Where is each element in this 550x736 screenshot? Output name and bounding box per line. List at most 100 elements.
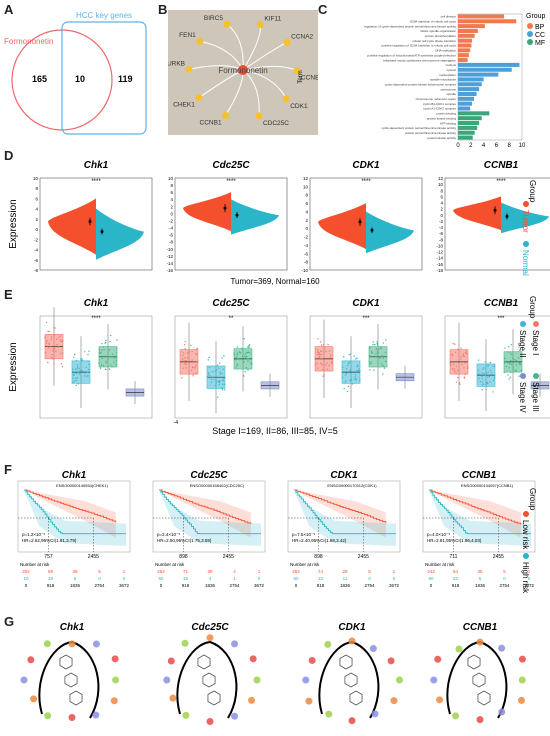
box-jitter-point [385,339,387,341]
box-jitter-point [221,372,223,375]
km-risk-high: 5 [479,576,482,581]
docking-residue [68,714,76,722]
box-jitter-point [184,348,186,350]
box-jitter-point [98,352,100,354]
box-jitter-point [509,352,511,354]
km-risk-low: 74 [318,569,324,574]
docking-pocket-outline [318,640,380,719]
violin-y-tick: 10 [168,176,174,181]
go-term-label: positive regulation of mitochondrial ATP… [367,53,456,57]
box-gene-title: Chk1 [84,298,109,309]
docking-residue [249,655,257,663]
docking-residue [476,716,484,724]
box-jitter-point [348,362,350,365]
box-jitter-point [234,359,237,361]
box-jitter-point [75,372,78,375]
go-legend-title: Group [526,13,546,20]
box-jitter-point [196,347,199,350]
violin-y-tick: -2 [34,237,38,242]
box-jitter-point [344,380,347,382]
network-gene-label: BIRC5 [204,15,224,22]
violin-tumor-half [318,203,366,250]
box-jitter-point [216,396,219,398]
box-jitter-point [383,367,386,369]
box-jitter-point [384,351,387,354]
network-gene-label: CHEK1 [173,102,195,109]
violin-y-tick: 8 [440,188,443,193]
box-jitter-point [57,336,60,339]
box-jitter-point [346,364,349,367]
docking-ligand-ring [349,690,363,706]
box-jitter-point [509,360,512,362]
box-jitter-point [487,364,489,366]
box-jitter-point [80,358,82,360]
box-jitter-point [206,376,209,378]
go-term-label: cyclin B1-CDK1 complex [423,102,457,106]
box-jitter-point [181,349,183,351]
box-jitter-point [321,364,324,366]
km-high-risk-curve [294,489,396,535]
go-legend-label: BP [535,24,545,31]
violin-y-tick: -8 [169,240,173,245]
box-jitter-point [210,381,213,384]
violin-legend-label: Normal [521,250,530,276]
km-x-tick: 2754 [364,583,375,588]
box-jitter-point [510,363,512,366]
box-jitter-point [455,381,458,383]
docking-residue [308,656,316,664]
box-jitter-point [243,375,245,377]
box-jitter-point [233,356,236,359]
go-term-label: regulation of cyclin-dependent protein s… [364,24,456,28]
km-risk-low: 71 [183,569,189,574]
box-jitter-point [181,360,184,362]
violin-y-tick: 6 [305,201,308,206]
box-jitter-point [461,364,463,366]
box-jitter-point [348,353,350,356]
network-gene-node [223,20,231,28]
box-jitter-point [108,368,111,370]
box-jitter-point [87,375,89,377]
network-gene-label: CCNA2 [291,33,313,40]
box-jitter-point [328,364,331,367]
box-frame [174,315,288,419]
box-jitter-point [72,374,75,376]
box-jitter-point [88,363,90,366]
box-frame [309,315,423,419]
km-x-tick: 0 [25,583,28,588]
box-gene-title: CDK1 [352,298,380,309]
box-jitter-point [245,366,248,369]
panel-label-g: G [4,614,15,629]
box-jitter-point [73,380,76,382]
go-term-label: chromosome, telomeric region [416,97,457,101]
violin-y-tick: 6 [35,196,38,201]
go-x-tick: 6 [495,143,499,148]
km-ensg: ENSG00000158402(CDC25C) [190,483,245,488]
violin-y-tick: 12 [438,176,444,181]
box-jitter-point [488,375,491,378]
docking-ligand-ring [59,654,73,670]
box-jitter-point [508,363,511,365]
box-jitter-point [455,373,457,375]
violin-frame [39,177,153,271]
violin-significance: **** [226,179,236,185]
box-jitter-point [457,348,459,351]
go-bar [458,38,473,43]
box-jitter-point [485,372,488,374]
km-low-risk-ci [294,490,386,538]
box-jitter-point [224,389,226,391]
box-jitter-point [380,347,382,350]
box-jitter-point [185,367,187,369]
box-jitter-point [317,353,319,356]
violin-mean-point [370,228,374,232]
violin-mean-point [235,213,239,217]
go-bar [458,72,499,77]
km-gene-title: CCNB1 [462,470,497,481]
box-jitter-point [46,345,48,347]
docking-residue [387,657,395,665]
box-jitter-point [451,353,453,355]
km-risk-high: 4 [209,576,212,581]
box-jitter-point [98,349,101,351]
box-jitter-point [75,384,77,387]
box-jitter-point [376,351,379,353]
box-jitter-point [460,347,462,349]
